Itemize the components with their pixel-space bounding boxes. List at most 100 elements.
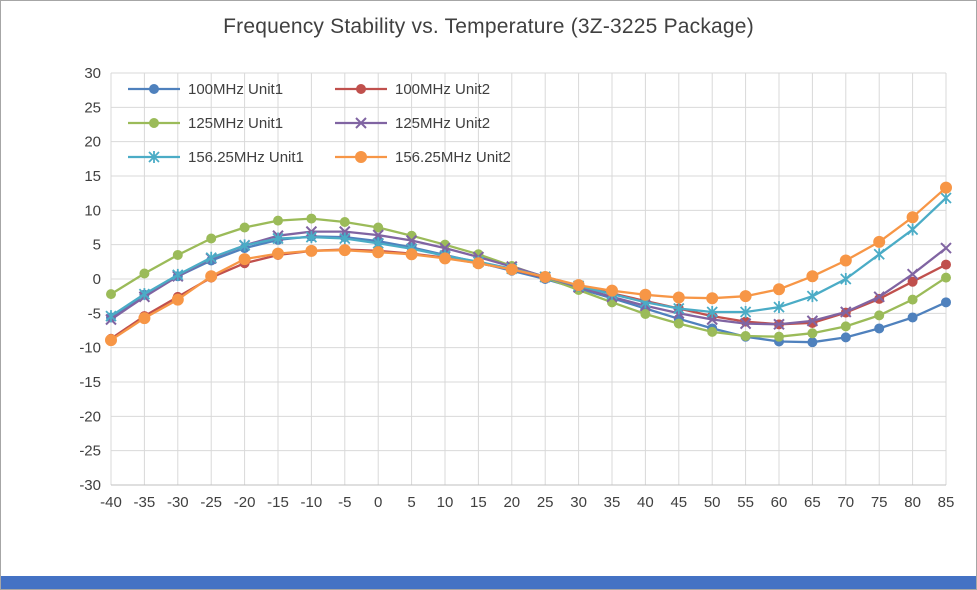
data-point-marker [355, 117, 367, 129]
x-tick-label: -20 [234, 494, 256, 511]
data-point-marker [940, 181, 952, 194]
x-tick-label: 50 [704, 494, 721, 511]
x-tick-label: 15 [470, 494, 487, 511]
data-point-marker [739, 305, 752, 318]
legend-item-100mhz-unit1: 100MHz Unit1 [128, 81, 283, 98]
data-point-marker [238, 239, 251, 252]
data-point-marker [205, 251, 217, 264]
data-point-marker [840, 321, 851, 332]
data-point-marker [172, 249, 183, 260]
data-point-marker [206, 233, 217, 244]
data-point-marker [873, 248, 885, 261]
legend-item-156-25mhz-unit1: 156.25MHz Unit1 [128, 149, 304, 166]
data-point-marker [774, 331, 784, 342]
data-point-marker [338, 244, 351, 257]
data-point-marker [149, 118, 159, 128]
x-tick-label: 60 [771, 494, 788, 511]
legend-item-125mhz-unit2: 125MHz Unit2 [335, 115, 490, 132]
data-point-marker [840, 273, 852, 285]
data-point-marker [873, 235, 886, 248]
data-point-marker [874, 310, 885, 321]
data-point-marker [172, 268, 184, 281]
series-100mhz-unit2 [106, 244, 951, 344]
data-point-marker [840, 306, 852, 318]
data-point-marker [149, 84, 159, 94]
legend-label: 100MHz Unit2 [395, 81, 490, 98]
data-point-marker [205, 270, 218, 283]
y-tick-label: -10 [79, 340, 101, 357]
data-point-marker [572, 279, 585, 292]
data-point-marker [339, 217, 350, 228]
x-tick-label: 70 [837, 494, 854, 511]
data-point-marker [941, 272, 951, 283]
data-point-marker [906, 268, 919, 280]
x-tick-label: 75 [871, 494, 888, 511]
x-tick-label: -10 [301, 494, 323, 511]
y-tick-label: 15 [84, 168, 101, 185]
data-point-marker [806, 270, 819, 283]
data-point-marker [171, 293, 184, 306]
data-point-marker [339, 232, 351, 245]
y-tick-label: 10 [84, 202, 101, 219]
data-point-marker [773, 318, 785, 331]
data-point-marker [305, 244, 318, 257]
x-tick-label: 10 [437, 494, 454, 511]
series-line [110, 230, 947, 326]
legend: 100MHz Unit1 100MHz Unit2 125MHz Unit1 125M… [128, 81, 511, 166]
data-point-marker [840, 332, 851, 343]
data-point-marker [238, 253, 251, 266]
y-tick-label: 5 [93, 237, 101, 254]
y-tick-label: -5 [88, 305, 101, 322]
y-tick-label: -30 [79, 477, 101, 494]
x-tick-label: 55 [737, 494, 754, 511]
data-point-marker [105, 334, 117, 347]
data-point-marker [739, 317, 752, 330]
x-tick-label: 35 [604, 494, 621, 511]
y-tick-label: -20 [79, 408, 101, 425]
x-tick-label: 5 [407, 494, 415, 511]
data-point-marker [839, 254, 852, 267]
data-point-marker [672, 291, 685, 304]
data-point-marker [372, 229, 384, 241]
data-point-marker [706, 305, 718, 318]
x-tick-label: -40 [100, 494, 122, 511]
data-point-marker [906, 223, 919, 236]
data-point-marker [940, 191, 952, 204]
bottom-accent-bar [1, 576, 976, 589]
chart-title: Frequency Stability vs. Temperature (3Z-… [223, 15, 754, 38]
y-tick-label: 20 [84, 134, 101, 151]
data-point-marker [273, 215, 283, 226]
legend-item-156-25mhz-unit2: 156.25MHz Unit2 [335, 149, 511, 166]
data-point-marker [807, 337, 818, 348]
series-line [110, 197, 947, 318]
data-point-marker [874, 323, 885, 334]
y-tick-label: -25 [79, 443, 101, 460]
x-tick-label: 65 [804, 494, 821, 511]
data-point-marker [941, 297, 951, 308]
x-tick-label: -35 [134, 494, 156, 511]
data-point-marker [807, 328, 818, 339]
data-point-marker [907, 312, 918, 323]
data-point-marker [305, 231, 318, 244]
y-tick-label: 25 [84, 99, 101, 116]
data-point-marker [439, 252, 451, 265]
x-tick-label: 25 [537, 494, 554, 511]
legend-label: 125MHz Unit2 [395, 115, 490, 132]
data-point-marker [706, 292, 719, 305]
data-point-marker [539, 270, 552, 283]
data-point-marker [373, 222, 384, 233]
data-point-marker [707, 326, 718, 337]
legend-label: 156.25MHz Unit1 [188, 149, 304, 166]
data-point-marker [472, 257, 485, 270]
x-tick-label: 30 [570, 494, 587, 511]
data-point-marker [272, 247, 284, 260]
data-point-marker [405, 248, 418, 261]
data-point-marker [138, 288, 151, 301]
data-point-marker [272, 232, 284, 245]
data-point-marker [239, 222, 250, 233]
data-point-marker [907, 276, 918, 287]
legend-item-100mhz-unit2: 100MHz Unit2 [335, 81, 490, 98]
y-tick-label: 30 [84, 65, 101, 82]
data-point-marker [405, 234, 418, 247]
